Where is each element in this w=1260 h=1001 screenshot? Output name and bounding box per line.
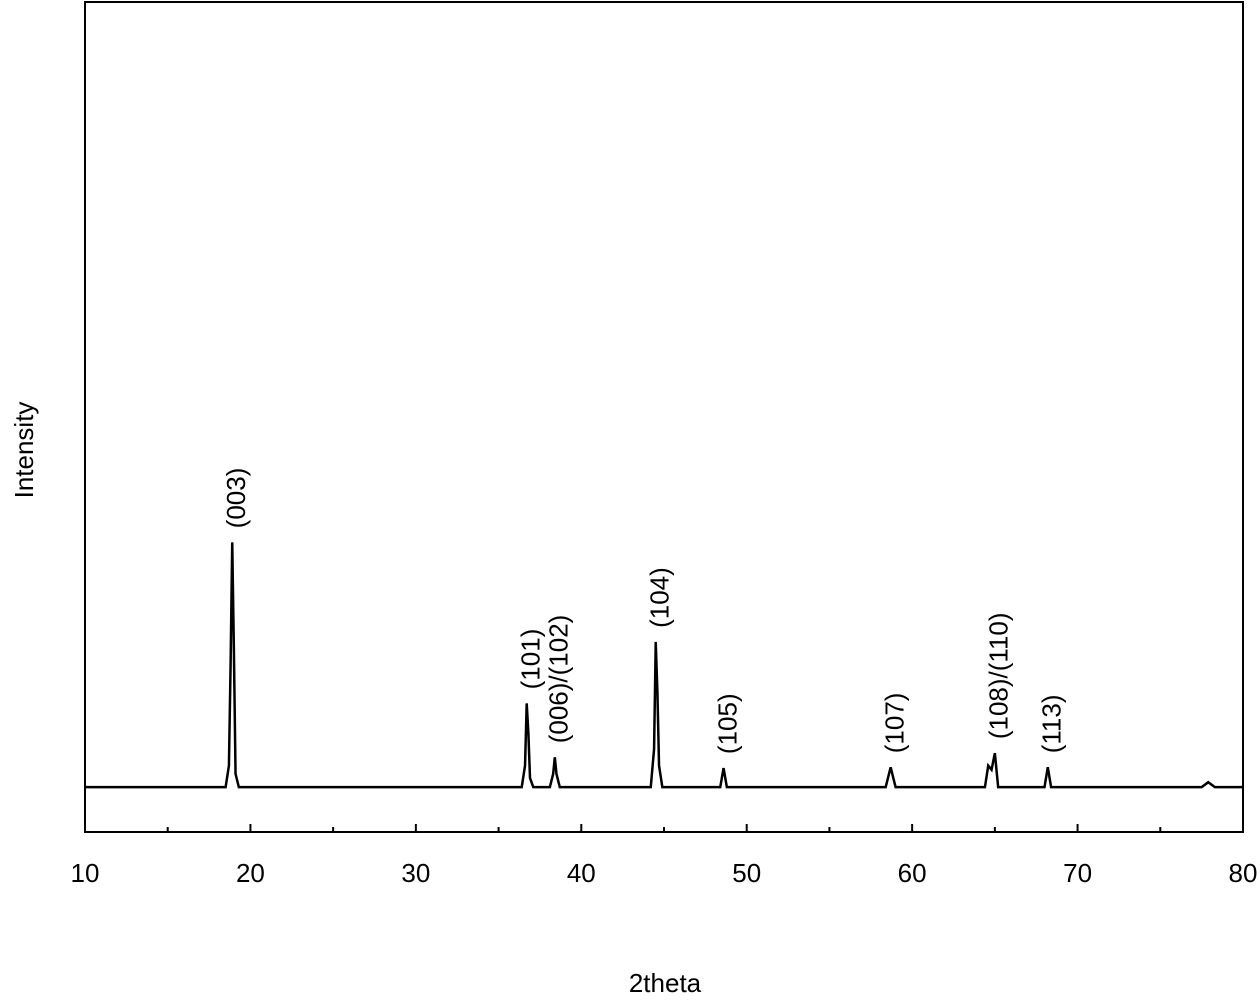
x-tick-label: 10 <box>71 858 100 888</box>
x-tick-label: 80 <box>1229 858 1258 888</box>
peak-label: (107) <box>880 693 910 754</box>
x-tick-label: 70 <box>1063 858 1092 888</box>
x-axis-label: 2theta <box>629 968 702 998</box>
peak-label: (108)/(110) <box>984 612 1014 739</box>
peak-label: (105) <box>712 693 742 754</box>
plot-frame <box>84 1 1244 833</box>
xrd-line <box>85 542 1243 789</box>
x-tick-label: 60 <box>898 858 927 888</box>
y-axis-label: Intensity <box>9 402 39 499</box>
peak-label: (006)/(102) <box>544 615 574 744</box>
peak-label: (113) <box>1037 694 1067 753</box>
x-tick-label: 50 <box>732 858 761 888</box>
peak-label: (003) <box>221 468 251 529</box>
peak-label: (101) <box>516 629 546 690</box>
x-tick-label: 30 <box>401 858 430 888</box>
x-tick-label: 20 <box>236 858 265 888</box>
peak-label: (104) <box>645 567 675 628</box>
x-tick-label: 40 <box>567 858 596 888</box>
